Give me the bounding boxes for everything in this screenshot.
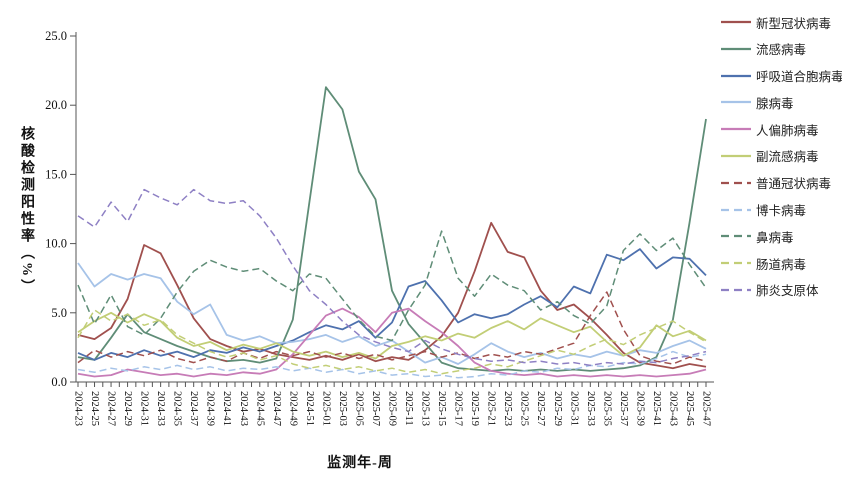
legend-line-sample [721,128,751,131]
legend-label: 新型冠状病毒 [756,16,832,31]
x-tick-label: 2025-03 [337,391,348,426]
y-tick-label: 25.0 [45,29,67,43]
series-line-2 [77,248,707,361]
legend-item-6: 普通冠状病毒 [720,174,842,192]
legend-line-sample [721,288,751,292]
legend-label: 流感病毒 [756,43,807,58]
x-tick-label: 2025-05 [353,391,364,426]
series-line-9 [77,309,707,375]
x-tick-label: 2024-49 [287,391,298,426]
x-tick-label: 2025-17 [453,391,464,426]
legend-label: 肠道病毒 [756,257,807,272]
y-tick-label: 20.0 [45,98,67,112]
x-tick-label: 2025-45 [684,391,695,426]
legend-line-sample [721,20,751,24]
series-line-6 [77,291,707,365]
legend-label: 人偏肺病毒 [756,123,819,138]
x-tick-label: 2025-01 [320,391,331,426]
x-tick-label: 2024-43 [238,391,249,426]
legend-label: 肺炎支原体 [756,284,819,299]
y-tick-label: 0.0 [51,375,67,389]
legend-item-3: 腺病毒 [720,93,842,111]
legend-item-2: 呼吸道合胞病毒 [720,67,842,85]
legend-label: 副流感病毒 [756,150,819,165]
x-tick-label: 2025-37 [618,391,629,426]
x-tick-label: 2024-37 [188,391,199,426]
legend-item-0: 新型冠状病毒 [720,13,842,31]
x-tick-label: 2024-33 [155,391,166,426]
x-tick-label: 2025-41 [651,391,662,426]
x-tick-label: 2024-31 [139,391,150,426]
x-tick-label: 2024-47 [271,391,282,426]
x-tick-label: 2025-33 [585,391,596,426]
x-tick-label: 2024-51 [304,391,315,426]
x-tick-label: 2025-15 [436,391,447,426]
legend-label: 鼻病毒 [756,230,794,245]
legend-line-sample [721,181,751,184]
legend-item-10: 肺炎支原体 [720,281,842,299]
x-tick-label: 2024-41 [221,391,232,426]
y-tick-label: 15.0 [45,167,67,181]
y-axis-title: 核酸检测阳性率（%） [19,126,34,296]
legend: 新型冠状病毒 流感病毒呼吸道合胞病毒 腺病毒人偏肺病毒副流感病毒普通冠状病毒 博卡病毒… [720,13,842,308]
y-tick-label: 10.0 [45,237,67,251]
series-line-10 [77,188,707,367]
x-tick-label: 2025-39 [634,391,645,426]
legend-line-sample [721,74,751,77]
x-axis-title: 监测年-周 [327,456,393,471]
x-tick-label: 2025-31 [568,391,579,426]
x-tick-label: 2024-27 [106,391,117,426]
series-line-5 [77,311,707,360]
legend-line-sample [721,235,751,238]
legend-item-4: 人偏肺病毒 [720,120,842,138]
legend-item-7: 博卡病毒 [720,201,842,219]
x-tick-label: 2025-19 [469,391,480,426]
x-tick-label: 2024-45 [254,391,265,426]
legend-label: 腺病毒 [756,96,794,111]
x-tick-label: 2024-25 [89,391,100,426]
y-tick-label: 5.0 [51,306,67,320]
legend-label: 博卡病毒 [756,204,807,219]
x-tick-label: 2025-21 [486,391,497,426]
legend-item-9: 肠道病毒 [720,254,842,272]
x-tick-label: 2025-11 [403,391,414,426]
series-line-8 [77,230,707,342]
x-tick-label: 2024-35 [172,391,183,426]
x-tick-label: 2025-47 [701,391,712,426]
x-tick-label: 2025-07 [370,391,381,426]
x-tick-label: 2025-09 [387,391,398,426]
x-tick-label: 2025-43 [667,391,678,426]
series-line-1 [77,86,707,372]
legend-item-8: 鼻病毒 [720,227,842,245]
x-tick-label: 2025-35 [601,391,612,426]
x-tick-label: 2024-39 [205,391,216,426]
x-tick-label: 2025-13 [420,391,431,426]
x-tick-label: 2025-25 [519,391,530,426]
legend-line-sample [721,208,751,211]
x-tick-label: 2024-29 [122,391,133,426]
x-tick-label: 2024-23 [73,391,84,426]
series-line-7 [77,350,707,379]
legend-label: 呼吸道合胞病毒 [756,70,842,85]
x-tick-label: 2025-23 [502,391,513,426]
x-tick-label: 2025-29 [552,391,563,426]
legend-line-sample [721,47,751,50]
legend-label: 普通冠状病毒 [756,177,832,192]
x-tick-label: 2025-27 [535,391,546,426]
legend-line-sample [721,154,751,158]
legend-line-sample [721,101,751,104]
series-line-4 [77,307,707,378]
legend-line-sample [721,262,751,265]
series-line-0 [77,221,707,370]
legend-item-1: 流感病毒 [720,40,842,58]
legend-item-5: 副流感病毒 [720,147,842,165]
